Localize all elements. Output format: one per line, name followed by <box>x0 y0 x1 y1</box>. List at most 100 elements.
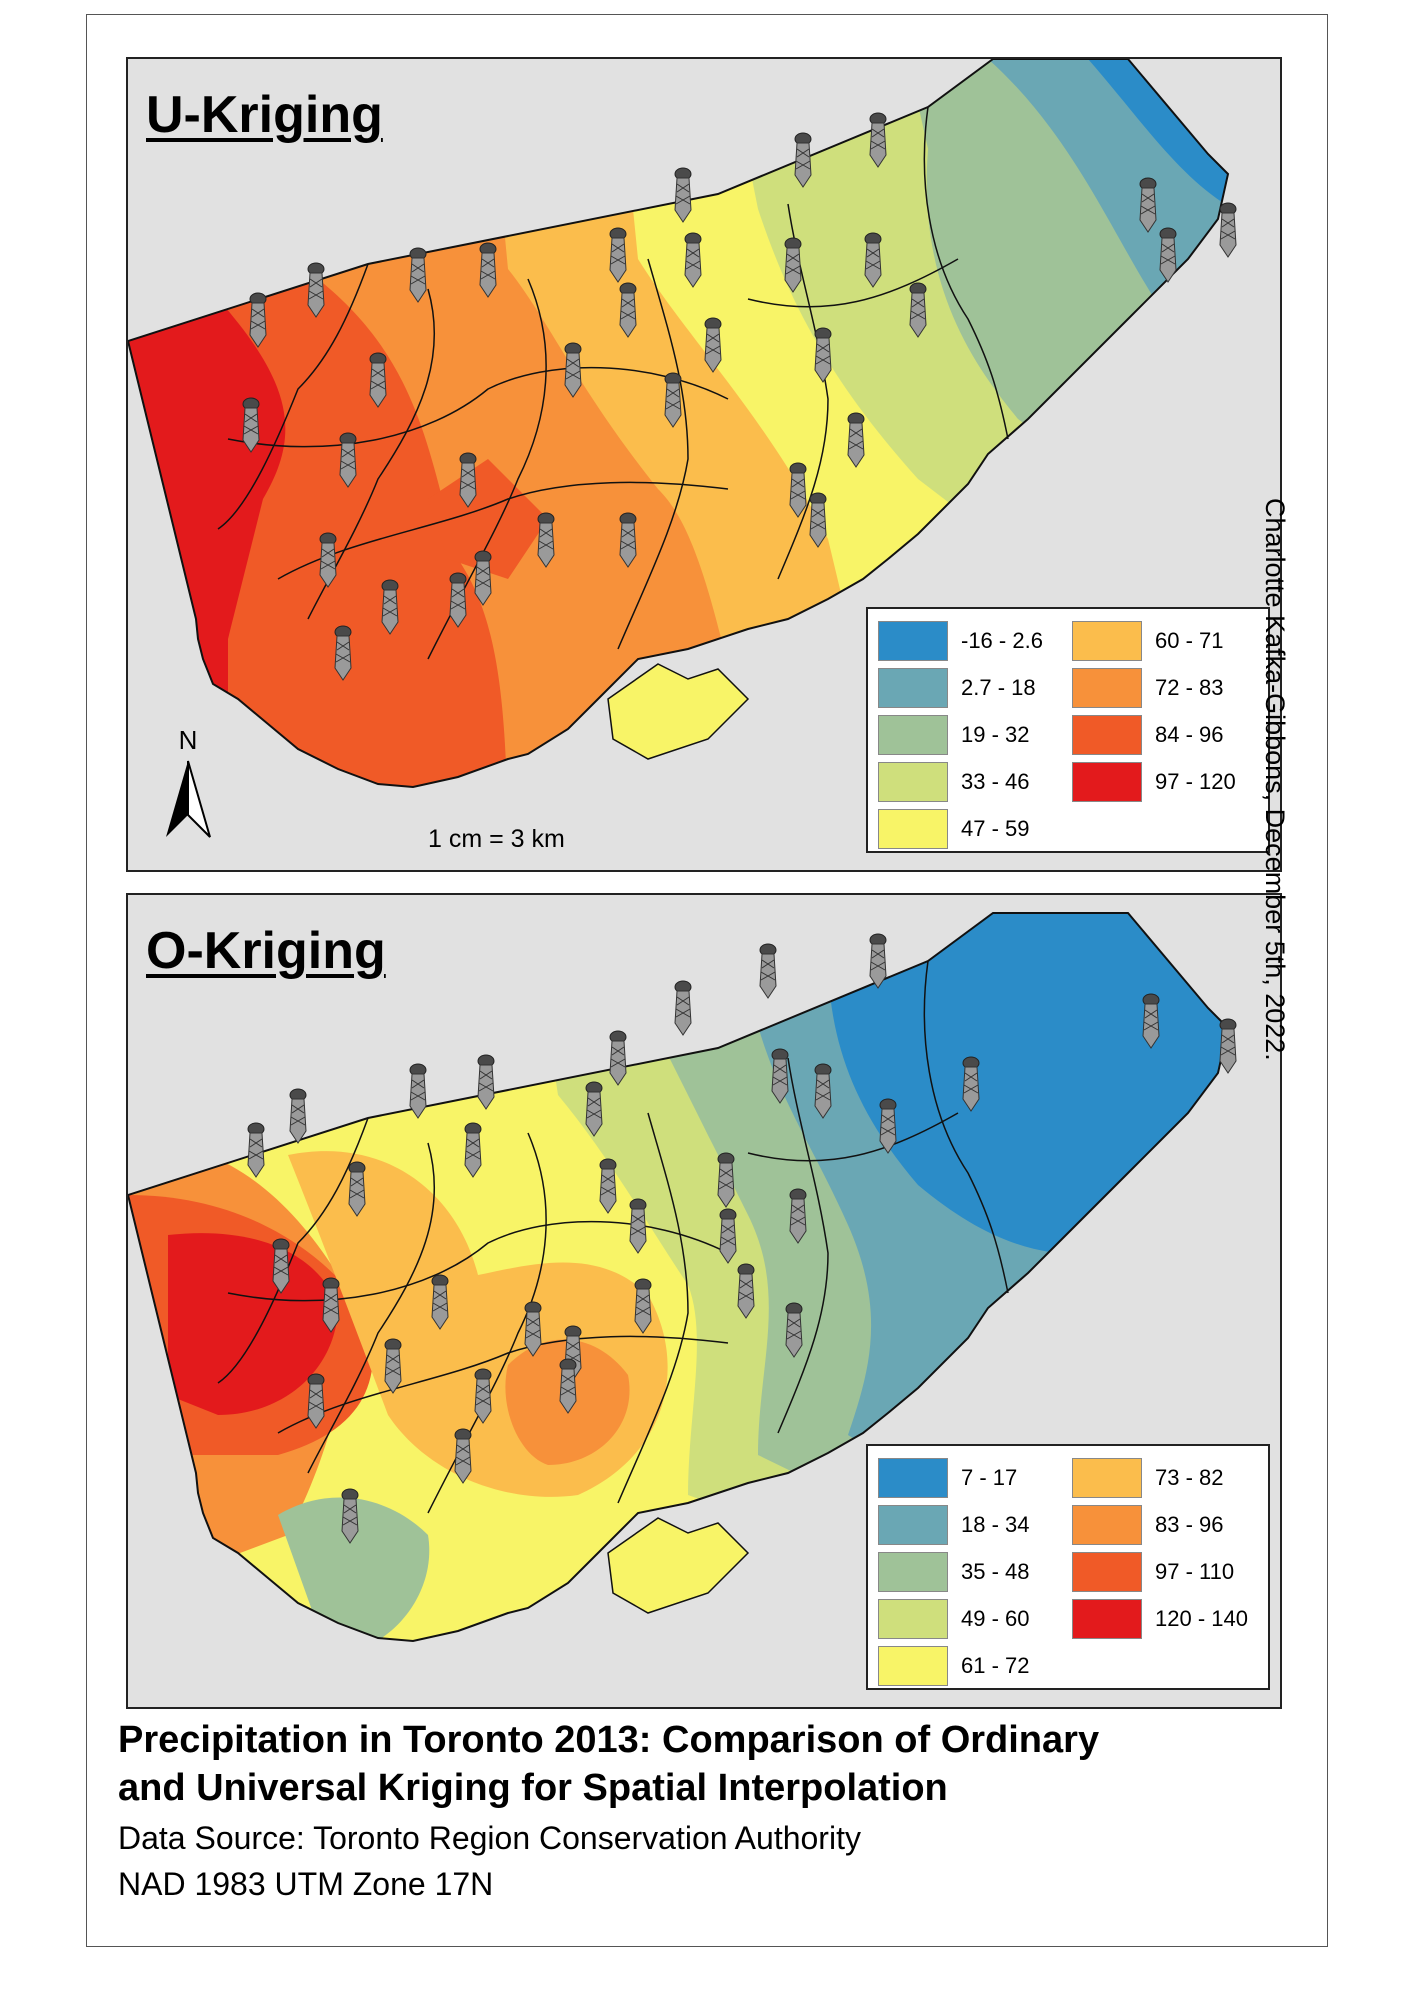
weather-station-icon <box>474 1368 492 1424</box>
u-kriging-map <box>128 59 1237 789</box>
weather-station-icon <box>464 1122 482 1178</box>
legend-swatch <box>1072 1458 1142 1498</box>
weather-station-icon <box>242 397 260 453</box>
weather-station-icon <box>629 1198 647 1254</box>
weather-station-icon <box>717 1152 735 1208</box>
weather-station-icon <box>674 980 692 1036</box>
weather-station-icon <box>634 1278 652 1334</box>
weather-station-icon <box>307 262 325 318</box>
weather-station-icon <box>599 1158 617 1214</box>
weather-station-icon <box>879 1098 897 1154</box>
weather-station-icon <box>771 1048 789 1104</box>
legend-label: 83 - 96 <box>1155 1512 1224 1537</box>
legend-label: 97 - 120 <box>1155 769 1236 794</box>
legend-swatch <box>878 715 948 755</box>
weather-station-icon <box>909 282 927 338</box>
weather-station-icon <box>619 282 637 338</box>
weather-station-icon <box>454 1428 472 1484</box>
legend-item: 120 - 140 <box>1072 1599 1248 1639</box>
legend-swatch <box>1072 668 1142 708</box>
legend-label: 97 - 110 <box>1155 1559 1235 1584</box>
legend-item: 18 - 34 <box>878 1505 1030 1545</box>
legend-label: 35 - 48 <box>961 1559 1030 1584</box>
legend-item: 35 - 48 <box>878 1552 1030 1592</box>
legend-label: 60 - 71 <box>1155 628 1224 653</box>
weather-station-icon <box>789 462 807 518</box>
north-label: N <box>178 725 198 755</box>
legend-item: 19 - 32 <box>878 715 1030 755</box>
weather-station-icon <box>674 167 692 223</box>
north-arrow-icon <box>166 760 211 838</box>
weather-station-icon <box>449 572 467 628</box>
legend-label: 19 - 32 <box>961 722 1030 747</box>
legend-item: 83 - 96 <box>1072 1505 1224 1545</box>
legend-swatch <box>878 1505 948 1545</box>
weather-station-icon <box>719 1208 737 1264</box>
legend-swatch <box>1072 1552 1142 1592</box>
legend-swatch <box>878 1552 948 1592</box>
u-kriging-legend: -16 - 2.6 60 - 71 2.7 - 18 72 - 83 19 - … <box>866 607 1270 853</box>
weather-station-icon <box>794 132 812 188</box>
legend-label: 2.7 - 18 <box>961 675 1036 700</box>
weather-station-icon <box>369 352 387 408</box>
map-title: U-Kriging <box>146 86 383 144</box>
weather-station-icon <box>341 1488 359 1544</box>
legend-label: 61 - 72 <box>961 1653 1030 1678</box>
weather-station-icon <box>785 1302 803 1358</box>
weather-station-icon <box>847 412 865 468</box>
legend-label: 7 - 17 <box>961 1465 1018 1490</box>
legend-swatch <box>1072 1505 1142 1545</box>
weather-station-icon <box>247 1122 265 1178</box>
legend-item: 33 - 46 <box>878 762 1030 802</box>
legend-item: 60 - 71 <box>1072 621 1224 661</box>
weather-station-icon <box>348 1161 366 1217</box>
legend-swatch <box>878 1646 948 1686</box>
weather-station-icon <box>477 1054 495 1110</box>
o-kriging-station-markers <box>247 933 1237 1544</box>
o-kriging-map-panel: O-Kriging 7 - 17 73 - 82 18 - 34 83 - 96… <box>126 893 1282 1709</box>
weather-station-icon <box>339 432 357 488</box>
data-source: Data Source: Toronto Region Conservation… <box>118 1820 861 1856</box>
legend-label: 47 - 59 <box>961 816 1030 841</box>
legend-label: 33 - 46 <box>961 769 1030 794</box>
weather-station-icon <box>737 1263 755 1319</box>
figure-title-line-2: and Universal Kriging for Spatial Interp… <box>118 1767 948 1809</box>
legend-label: -16 - 2.6 <box>961 628 1043 653</box>
map-title: O-Kriging <box>146 922 386 980</box>
weather-station-icon <box>864 232 882 288</box>
weather-station-icon <box>684 232 702 288</box>
o-kriging-legend: 7 - 17 73 - 82 18 - 34 83 - 96 35 - 48 9… <box>866 1444 1270 1690</box>
legend-label: 49 - 60 <box>961 1606 1030 1631</box>
legend-swatch <box>1072 1599 1142 1639</box>
legend-label: 73 - 82 <box>1155 1465 1224 1490</box>
weather-station-icon <box>322 1277 340 1333</box>
legend-label: 120 - 140 <box>1155 1606 1248 1631</box>
legend-item: 47 - 59 <box>878 809 1030 849</box>
legend-swatch <box>878 621 948 661</box>
weather-station-icon <box>1142 993 1160 1049</box>
author-credit: Charlotte Kafka-Gibbons, December 5th, 2… <box>1260 498 1290 1061</box>
projection-note: NAD 1983 UTM Zone 17N <box>118 1866 494 1902</box>
figure-title-line-1: Precipitation in Toronto 2013: Compariso… <box>118 1719 1100 1761</box>
legend-swatch <box>1072 715 1142 755</box>
weather-station-icon <box>537 512 555 568</box>
toronto-boundary <box>128 912 1230 1643</box>
legend-item: 84 - 96 <box>1072 715 1224 755</box>
legend-label: 84 - 96 <box>1155 722 1224 747</box>
weather-station-icon <box>869 112 887 168</box>
weather-station-icon <box>789 1188 807 1244</box>
legend-label: 72 - 83 <box>1155 675 1224 700</box>
scale-text: 1 cm = 3 km <box>428 825 565 853</box>
weather-station-icon <box>409 247 427 303</box>
weather-station-icon <box>814 327 832 383</box>
weather-station-icon <box>664 372 682 428</box>
weather-station-icon <box>869 933 887 989</box>
weather-station-icon <box>381 579 399 635</box>
north-arrow: N <box>158 725 218 845</box>
weather-station-icon <box>384 1338 402 1394</box>
legend-swatch <box>878 762 948 802</box>
weather-station-icon <box>289 1088 307 1144</box>
weather-station-icon <box>962 1056 980 1112</box>
weather-station-icon <box>307 1373 325 1429</box>
weather-station-icon <box>704 317 722 373</box>
